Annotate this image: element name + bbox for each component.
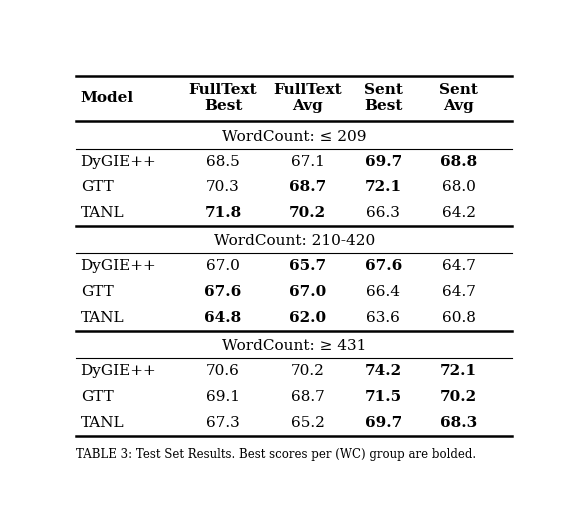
Text: 70.2: 70.2	[290, 364, 324, 378]
Text: 68.8: 68.8	[440, 154, 478, 169]
Text: 68.0: 68.0	[442, 180, 476, 194]
Text: WordCount: ≥ 431: WordCount: ≥ 431	[222, 339, 366, 353]
Text: 64.8: 64.8	[204, 311, 242, 325]
Text: 72.1: 72.1	[364, 180, 402, 194]
Text: 69.7: 69.7	[364, 415, 402, 430]
Text: 67.6: 67.6	[364, 259, 402, 273]
Text: GTT: GTT	[80, 180, 114, 194]
Text: 64.7: 64.7	[442, 285, 476, 299]
Text: 68.7: 68.7	[290, 390, 324, 404]
Text: TANL: TANL	[80, 415, 125, 430]
Text: 68.5: 68.5	[206, 154, 240, 169]
Text: 69.7: 69.7	[364, 154, 402, 169]
Text: WordCount: 210-420: WordCount: 210-420	[214, 235, 375, 248]
Text: 74.2: 74.2	[364, 364, 402, 378]
Text: 66.4: 66.4	[366, 285, 400, 299]
Text: 71.8: 71.8	[204, 206, 242, 220]
Text: 70.6: 70.6	[206, 364, 240, 378]
Text: GTT: GTT	[80, 285, 114, 299]
Text: Sent
Avg: Sent Avg	[439, 82, 478, 113]
Text: 64.2: 64.2	[442, 206, 476, 220]
Text: 72.1: 72.1	[440, 364, 478, 378]
Text: 62.0: 62.0	[289, 311, 326, 325]
Text: 68.7: 68.7	[289, 180, 326, 194]
Text: 70.3: 70.3	[206, 180, 240, 194]
Text: 67.6: 67.6	[204, 285, 242, 299]
Text: 71.5: 71.5	[364, 390, 402, 404]
Text: 60.8: 60.8	[442, 311, 476, 325]
Text: 67.0: 67.0	[206, 259, 240, 273]
Text: 67.1: 67.1	[290, 154, 324, 169]
Text: TANL: TANL	[80, 311, 125, 325]
Text: FullText
Best: FullText Best	[189, 82, 257, 113]
Text: 66.3: 66.3	[366, 206, 400, 220]
Text: 68.3: 68.3	[440, 415, 478, 430]
Text: 70.2: 70.2	[440, 390, 478, 404]
Text: 67.0: 67.0	[289, 285, 326, 299]
Text: DyGIE++: DyGIE++	[80, 154, 156, 169]
Text: WordCount: ≤ 209: WordCount: ≤ 209	[222, 130, 366, 144]
Text: 67.3: 67.3	[206, 415, 240, 430]
Text: 65.7: 65.7	[289, 259, 326, 273]
Text: 69.1: 69.1	[206, 390, 240, 404]
Text: DyGIE++: DyGIE++	[80, 259, 156, 273]
Text: FullText
Avg: FullText Avg	[273, 82, 342, 113]
Text: 63.6: 63.6	[366, 311, 400, 325]
Text: 65.2: 65.2	[290, 415, 324, 430]
Text: GTT: GTT	[80, 390, 114, 404]
Text: Model: Model	[80, 90, 134, 105]
Text: TANL: TANL	[80, 206, 125, 220]
Text: 64.7: 64.7	[442, 259, 476, 273]
Text: DyGIE++: DyGIE++	[80, 364, 156, 378]
Text: Sent
Best: Sent Best	[364, 82, 402, 113]
Text: 70.2: 70.2	[289, 206, 326, 220]
Text: TABLE 3: Test Set Results. Best scores per (WC) group are bolded.: TABLE 3: Test Set Results. Best scores p…	[76, 448, 476, 461]
